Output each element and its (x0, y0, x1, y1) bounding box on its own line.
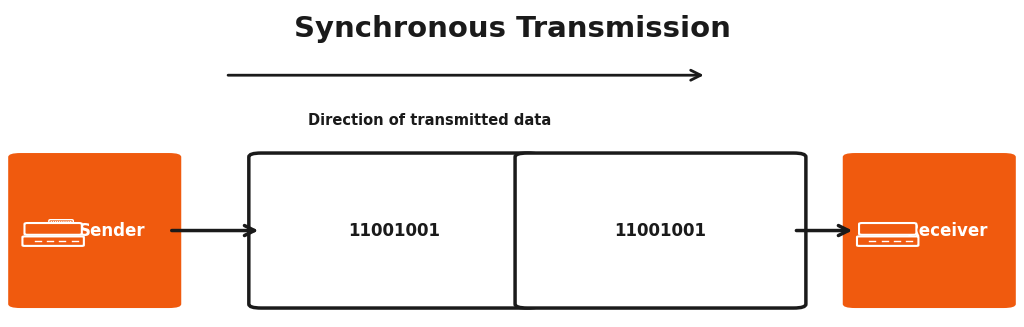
FancyBboxPatch shape (8, 153, 181, 308)
Text: 11001001: 11001001 (614, 221, 707, 240)
FancyBboxPatch shape (25, 223, 82, 235)
Text: Receiver: Receiver (906, 221, 988, 240)
Text: 11001001: 11001001 (348, 221, 440, 240)
FancyBboxPatch shape (843, 153, 1016, 308)
Text: Sender: Sender (79, 221, 145, 240)
FancyBboxPatch shape (859, 223, 916, 235)
FancyBboxPatch shape (23, 236, 84, 246)
Text: ⌨: ⌨ (46, 218, 75, 237)
Text: Synchronous Transmission: Synchronous Transmission (294, 15, 730, 43)
FancyBboxPatch shape (857, 236, 919, 246)
FancyBboxPatch shape (249, 153, 540, 308)
Text: Direction of transmitted data: Direction of transmitted data (308, 113, 552, 129)
FancyBboxPatch shape (515, 153, 806, 308)
